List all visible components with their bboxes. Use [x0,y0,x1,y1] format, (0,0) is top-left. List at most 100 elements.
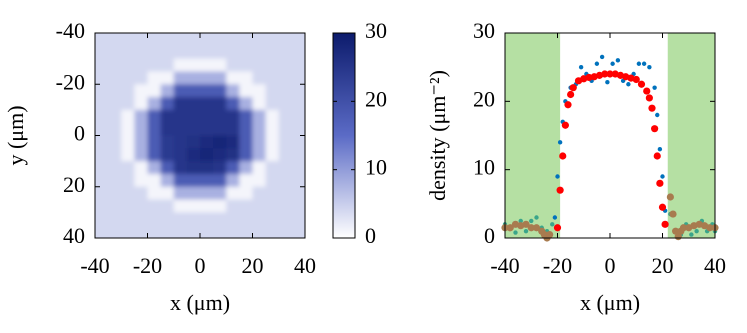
heatmap-cell [108,173,122,188]
heatmap-cell [265,161,280,175]
heatmap-cell [95,109,109,124]
data-point [669,210,677,218]
heatmap-cell [173,58,188,73]
colorbar-tick-label: 30 [365,18,387,43]
data-point [658,203,667,211]
heatmap-cell [291,199,305,213]
heatmap-cell [95,97,109,111]
heatmap-cell [160,45,175,60]
heatmap-cell [160,225,175,238]
heatmap-cell [239,212,254,226]
data-point [546,230,554,239]
heatmap-cell [95,33,109,47]
data-point [689,232,694,237]
x-tick-label: 40 [294,253,316,278]
heatmap-cell [134,161,149,175]
heatmap-cell [252,161,267,175]
heatmap-image [95,33,305,238]
heatmap-cell [121,148,135,162]
data-point [513,230,518,235]
heatmap-cell [160,109,175,124]
heatmap-cell [160,199,175,213]
heatmap-cell [173,97,188,111]
heatmap-cell [291,33,305,47]
heatmap-cell [134,71,149,85]
heatmap-cell [252,109,267,124]
heatmap-cell [265,212,280,226]
heatmap-cell [200,84,214,98]
heatmap-cell [147,122,162,137]
data-point [557,140,563,145]
heatmap-cell [239,186,254,201]
heatmap-cell [226,33,240,47]
heatmap-cell [108,84,122,98]
heatmap-cell [239,225,254,238]
heatmap-cell [186,109,201,124]
heatmap-cell [121,45,135,60]
heatmap-cell [147,84,162,98]
heatmap-cell [134,109,149,124]
y-tick-label: -20 [56,69,85,94]
heatmap-cell [147,33,162,47]
heatmap-cell [95,84,109,98]
y-tick-label: 10 [473,155,495,180]
heatmap-cell [226,212,240,226]
heatmap-cell [134,58,149,73]
heatmap-cell [95,212,109,226]
heatmap-cell [160,122,175,137]
heatmap-cell [278,58,293,73]
heatmap-cell [173,135,188,149]
heatmap-cell [252,71,267,85]
heatmap-cell [147,225,162,238]
data-point [569,84,577,92]
heatmap-cell [147,186,162,201]
x-tick-label: 20 [652,253,674,278]
heatmap-cell [200,71,214,85]
heatmap-cell [147,161,162,175]
heatmap-cell [239,33,254,47]
heatmap-cell [121,212,135,226]
heatmap-cell [186,97,201,111]
heatmap-cell [252,225,267,238]
heatmap-cell [265,135,280,149]
heatmap-cell [278,199,293,213]
heatmap-cell [121,58,135,73]
heatmap-cell [186,71,201,85]
heatmap-cell [291,161,305,175]
heatmap-cell [134,212,149,226]
heatmap-cell [186,148,201,162]
heatmap-cell [160,71,175,85]
heatmap-cell [226,122,240,137]
heatmap-cell [226,148,240,162]
heatmap-cell [226,97,240,111]
heatmap-cell [213,71,227,85]
heatmap-cell [134,225,149,238]
heatmap-cell [108,148,122,162]
data-point [652,85,657,90]
data-point [645,94,653,102]
data-point [615,58,621,63]
data-point [636,61,642,66]
heatmap-cell [108,161,122,175]
heatmap-cell [239,45,254,60]
heatmap-cell [186,84,201,98]
heatmap-cell [108,225,122,238]
data-point [506,224,514,232]
heatmap-cell [121,225,135,238]
heatmap-cell [265,71,280,85]
heatmap-cell [186,45,201,60]
heatmap-cell [186,33,201,47]
heatmap-cell [291,225,305,238]
heatmap-cell [239,135,254,149]
heatmap-cell [134,84,149,98]
heatmap-cell [213,84,227,98]
heatmap-cell [160,148,175,162]
heatmap-cell [226,45,240,60]
heatmap-cell [108,97,122,111]
heatmap-cell [147,109,162,124]
heatmap-cell [108,186,122,201]
data-point [648,104,656,112]
data-point [666,193,674,201]
data-point [657,146,663,152]
heatmap-cell [213,212,227,226]
